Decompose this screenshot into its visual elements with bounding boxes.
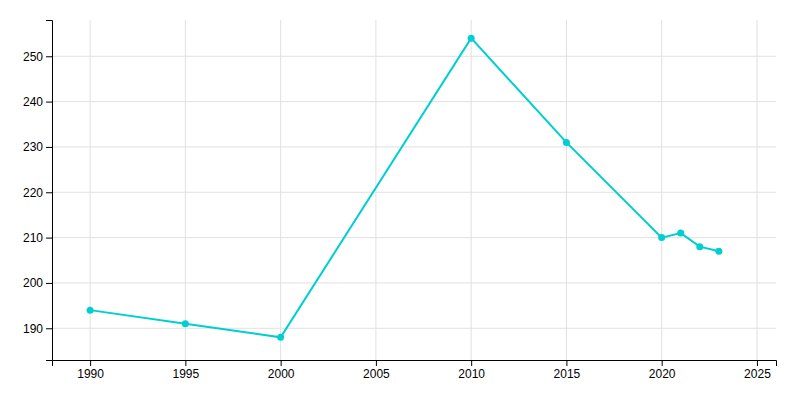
y-axis: 190 200 210 220 230 240 250 bbox=[23, 21, 53, 361]
y-tick: 240 bbox=[23, 95, 52, 109]
x-tick-label: 2025 bbox=[744, 367, 771, 381]
x-tick: 2020 bbox=[649, 360, 676, 381]
y-tick: 200 bbox=[23, 276, 52, 290]
y-tick-mark bbox=[46, 147, 52, 148]
x-axis-line bbox=[53, 361, 777, 367]
data-point bbox=[715, 248, 722, 255]
x-tick: 2015 bbox=[554, 360, 581, 381]
y-tick-label: 200 bbox=[23, 276, 43, 290]
x-tick: 2010 bbox=[458, 360, 485, 381]
y-axis-line bbox=[46, 21, 53, 361]
x-tick: 2025 bbox=[744, 360, 771, 381]
y-tick-mark bbox=[46, 192, 52, 193]
x-tick-mark bbox=[281, 360, 282, 366]
y-tick-label: 240 bbox=[23, 95, 43, 109]
y-tick-mark bbox=[46, 102, 52, 103]
y-tick-mark bbox=[46, 238, 52, 239]
x-tick-mark bbox=[566, 360, 567, 366]
y-tick-mark bbox=[46, 283, 52, 284]
data-line bbox=[90, 38, 719, 337]
plot-area: 1990 1995 2000 2005 2010 2015 2020 2025 190 200 21… bbox=[23, 20, 777, 381]
x-tick-label: 2015 bbox=[554, 367, 581, 381]
grid-line-x bbox=[756, 20, 757, 360]
grid-line-y bbox=[52, 146, 776, 147]
x-tick-mark bbox=[90, 360, 91, 366]
grid-line-y bbox=[52, 56, 776, 57]
y-tick: 190 bbox=[23, 322, 52, 336]
x-tick-label: 1990 bbox=[77, 367, 104, 381]
chart-container: 1990 1995 2000 2005 2010 2015 2020 2025 190 200 21… bbox=[0, 0, 800, 400]
grid-line-x bbox=[185, 20, 186, 360]
data-point bbox=[182, 320, 189, 327]
grid-line-x bbox=[661, 20, 662, 360]
grid-line-y bbox=[52, 282, 776, 283]
grid-line-x bbox=[280, 20, 281, 360]
grid-line-y bbox=[52, 192, 776, 193]
x-axis: 1990 1995 2000 2005 2010 2015 2020 2025 bbox=[53, 360, 777, 381]
data-point bbox=[658, 234, 665, 241]
x-tick-label: 2020 bbox=[649, 367, 676, 381]
x-tick-label: 2000 bbox=[268, 367, 295, 381]
y-tick-label: 210 bbox=[23, 231, 43, 245]
y-tick-mark bbox=[46, 328, 52, 329]
x-tick-mark bbox=[757, 360, 758, 366]
x-tick-mark bbox=[376, 360, 377, 366]
y-tick: 220 bbox=[23, 186, 52, 200]
x-tick-label: 2010 bbox=[458, 367, 485, 381]
grid-line-x bbox=[471, 20, 472, 360]
y-tick-label: 190 bbox=[23, 322, 43, 336]
x-tick: 2000 bbox=[268, 360, 295, 381]
grid-line-y bbox=[52, 101, 776, 102]
grid-line-x bbox=[566, 20, 567, 360]
x-tick: 2005 bbox=[363, 360, 390, 381]
data-point bbox=[468, 35, 475, 42]
data-point bbox=[696, 243, 703, 250]
marks bbox=[87, 35, 723, 341]
data-point bbox=[87, 307, 94, 314]
y-tick-label: 220 bbox=[23, 186, 43, 200]
y-tick: 250 bbox=[23, 50, 52, 64]
data-point bbox=[277, 334, 284, 341]
y-tick-label: 250 bbox=[23, 50, 43, 64]
x-tick-mark bbox=[471, 360, 472, 366]
y-tick-mark bbox=[46, 56, 52, 57]
grid bbox=[52, 20, 776, 360]
grid-line-y bbox=[52, 328, 776, 329]
y-tick: 210 bbox=[23, 231, 52, 245]
data-point bbox=[563, 139, 570, 146]
y-tick: 230 bbox=[23, 140, 52, 154]
x-tick: 1995 bbox=[173, 360, 200, 381]
x-tick-label: 2005 bbox=[363, 367, 390, 381]
x-tick-mark bbox=[185, 360, 186, 366]
x-tick-mark bbox=[662, 360, 663, 366]
chart-svg: 1990 1995 2000 2005 2010 2015 2020 2025 190 200 21… bbox=[0, 0, 800, 400]
x-tick: 1990 bbox=[77, 360, 104, 381]
y-tick-label: 230 bbox=[23, 140, 43, 154]
x-tick-label: 1995 bbox=[173, 367, 200, 381]
data-point bbox=[677, 230, 684, 237]
